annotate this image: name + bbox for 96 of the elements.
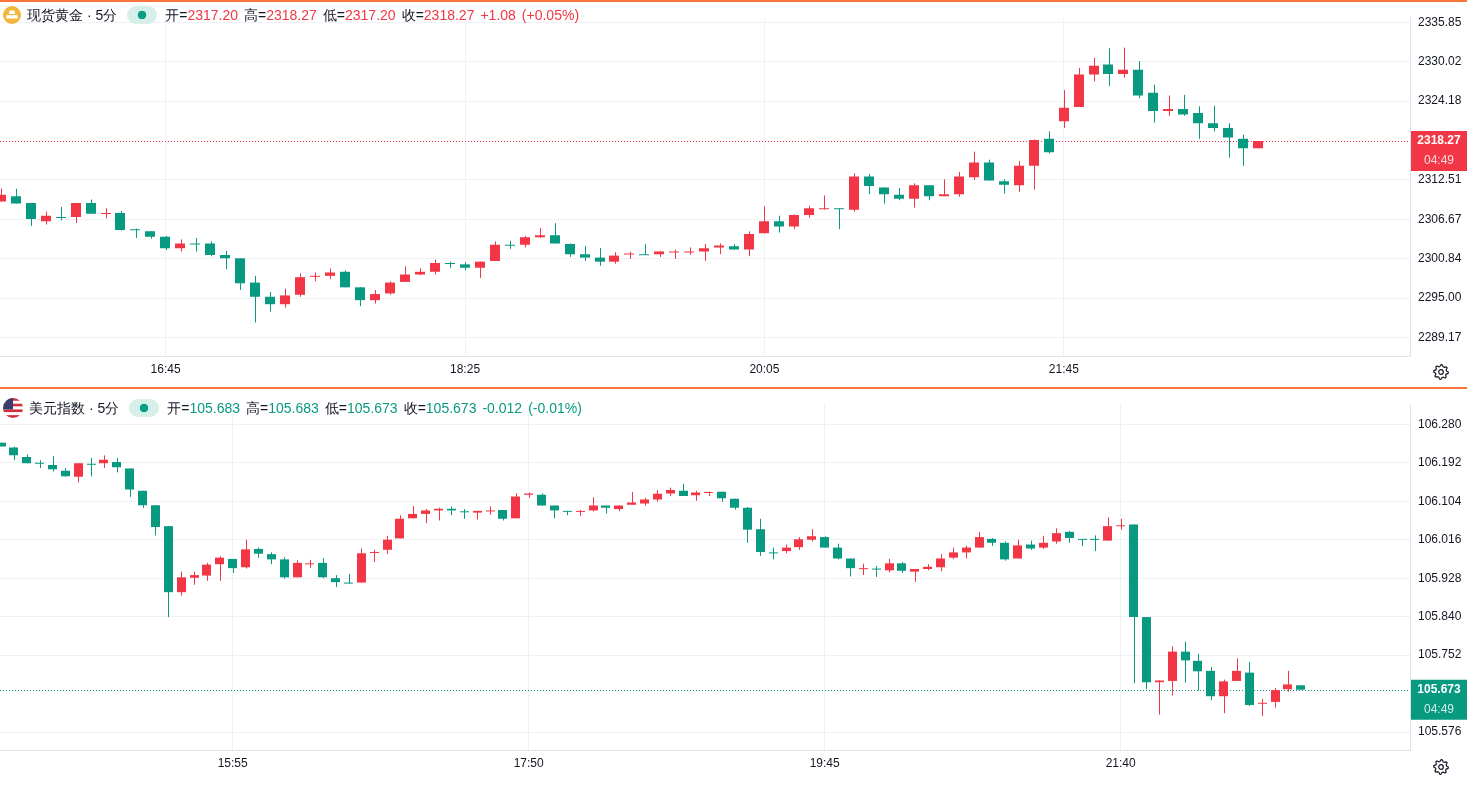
candlestick — [872, 565, 881, 578]
candlestick — [511, 492, 520, 519]
candlestick — [265, 291, 275, 313]
candlestick — [383, 535, 392, 555]
candlestick — [151, 504, 160, 536]
candlestick — [87, 457, 96, 477]
candlestick — [819, 194, 829, 211]
candlestick — [1219, 679, 1228, 714]
ref-line-label: 2318.27 — [1417, 133, 1462, 148]
candlestick — [1090, 534, 1099, 552]
candlestick — [1238, 134, 1248, 167]
x-tick-label: 15:55 — [217, 755, 249, 770]
candlestick — [1155, 679, 1164, 716]
x-tick-label: 20:05 — [749, 361, 780, 376]
candlestick — [1163, 95, 1173, 117]
y-tick-label: 105.928 — [1418, 570, 1462, 585]
y-tick-label: 2312.51 — [1418, 172, 1462, 187]
candlestick — [460, 508, 469, 520]
candlestick — [250, 275, 260, 323]
candlestick — [1148, 84, 1158, 124]
candlestick — [1193, 105, 1203, 140]
candlestick — [1103, 47, 1113, 87]
candlestick — [241, 539, 250, 570]
x-tick-label: 21:45 — [1048, 361, 1080, 376]
y-tick-label: 105.576 — [1418, 724, 1462, 739]
candlestick — [1014, 160, 1024, 193]
candlestick — [370, 549, 379, 563]
x-tick-label: 19:45 — [809, 755, 841, 770]
candlestick — [280, 288, 290, 309]
candlestick — [759, 205, 769, 234]
candlestick — [1208, 105, 1218, 132]
candlestick — [1000, 540, 1009, 562]
chart-title: 美元指数 · 5分 — [29, 399, 120, 418]
candlestick — [984, 159, 994, 182]
candlestick — [280, 556, 289, 580]
x-tick-label: 21:40 — [1105, 755, 1137, 770]
y-tick-label: 2289.17 — [1418, 329, 1462, 344]
y-tick-label: 2295.00 — [1418, 290, 1462, 305]
x-tick-label: 17:50 — [513, 755, 545, 770]
candlestick — [859, 563, 868, 576]
text: 开=105.683 高=105.683 低=105.673 收=105.673 -0.012 (-0.01%) — [167, 400, 582, 416]
text: 开=2317.20 高=2318.27 低=2317.20 收=2318.27 +1.08 (+0.05%) — [165, 7, 580, 23]
x-tick-label: 16:45 — [150, 361, 181, 376]
y-tick-label: 106.280 — [1418, 416, 1462, 431]
candlestick — [115, 210, 125, 232]
candlestick — [969, 151, 979, 181]
candlestick — [1044, 130, 1054, 155]
candlestick — [344, 573, 353, 584]
candlestick — [190, 237, 200, 253]
candlestick — [355, 286, 365, 307]
x-tick-label: 18:25 — [450, 361, 481, 376]
candlestick — [1118, 47, 1128, 78]
candlestick — [1178, 94, 1188, 117]
candlestick — [639, 243, 649, 256]
candlestick — [74, 462, 83, 483]
candlestick — [684, 246, 694, 256]
candlestick — [909, 182, 919, 209]
chart-title: 现货黄金 · 5分 — [27, 6, 118, 25]
candlestick — [744, 230, 754, 257]
candlestick — [177, 571, 186, 597]
candlestick — [215, 555, 224, 582]
candlestick — [1103, 516, 1112, 542]
candlestick — [295, 272, 305, 298]
candlestick — [834, 207, 844, 230]
candlestick — [318, 557, 327, 579]
candlestick — [743, 506, 752, 544]
text: 04:49 — [1423, 701, 1455, 716]
candlestick — [101, 207, 111, 219]
candlestick — [1271, 687, 1280, 709]
ref-line-label: 105.673 — [1417, 681, 1462, 696]
y-tick-label: 106.016 — [1418, 532, 1462, 547]
candlestick — [756, 518, 765, 557]
candlestick — [1089, 57, 1099, 82]
candlestick — [1258, 698, 1267, 717]
y-tick-label: 2335.85 — [1418, 14, 1462, 29]
candlestick — [1116, 518, 1125, 531]
y-tick-label: 2300.84 — [1418, 251, 1462, 265]
candlestick — [1232, 658, 1241, 682]
y-tick-label: 106.104 — [1418, 493, 1462, 508]
candlestick — [1181, 641, 1190, 684]
y-tick-label: 105.752 — [1418, 647, 1462, 662]
text: 04:49 — [1423, 153, 1455, 168]
candlestick — [490, 240, 500, 262]
candlestick — [1283, 670, 1292, 693]
candlestick — [954, 171, 964, 198]
y-tick-label: 2306.67 — [1418, 211, 1462, 226]
y-tick-label: 2330.02 — [1418, 53, 1462, 68]
candlestick — [1059, 89, 1069, 129]
candlestick — [125, 467, 134, 498]
candlestick — [864, 173, 874, 195]
y-tick-label: 2324.18 — [1418, 93, 1462, 108]
candlestick — [1013, 539, 1022, 560]
candlestick — [1223, 122, 1233, 159]
candlestick — [486, 506, 495, 516]
y-tick-label: 106.192 — [1418, 455, 1462, 470]
y-tick-label: 105.840 — [1418, 608, 1462, 623]
